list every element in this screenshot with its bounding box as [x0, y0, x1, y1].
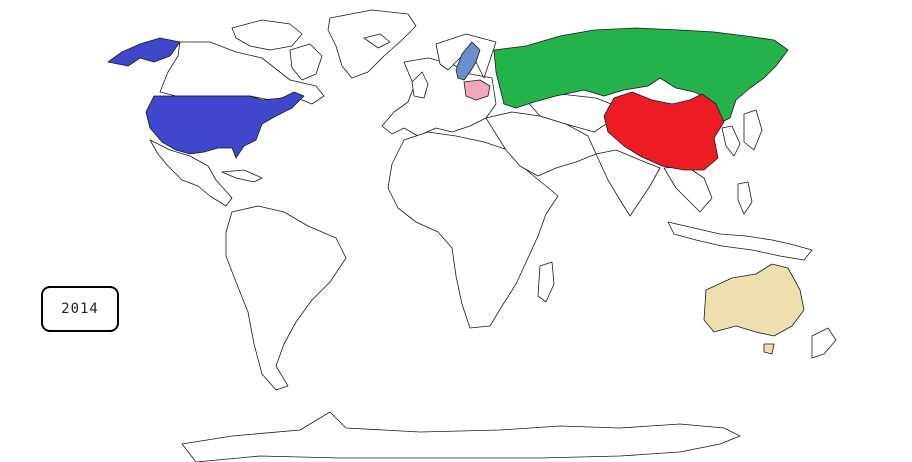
new-zealand	[811, 327, 837, 359]
australia	[703, 263, 805, 337]
africa	[387, 131, 559, 329]
china	[603, 91, 725, 171]
year-label-box: 2014	[41, 286, 119, 332]
baffin-island	[289, 43, 323, 81]
united-states	[145, 91, 305, 159]
sweden	[455, 41, 481, 81]
caribbean	[221, 169, 263, 183]
philippines	[737, 181, 753, 215]
madagascar	[537, 261, 555, 303]
mexico-central-america	[149, 139, 233, 207]
antarctica	[181, 411, 741, 462]
indonesia	[667, 221, 813, 261]
iceland	[363, 33, 391, 49]
poland	[463, 79, 491, 101]
highlighted-countries	[107, 27, 805, 355]
south-america	[225, 205, 347, 391]
british-isles	[411, 71, 429, 99]
tasmania	[763, 343, 775, 355]
southeast-asia	[663, 165, 713, 213]
middle-east	[485, 111, 597, 177]
india	[595, 149, 661, 217]
alaska	[107, 37, 181, 67]
canadian-arctic-islands	[231, 19, 303, 51]
unhighlighted-land	[149, 9, 837, 462]
year-label: 2014	[61, 301, 99, 317]
korea-japan	[721, 109, 763, 157]
